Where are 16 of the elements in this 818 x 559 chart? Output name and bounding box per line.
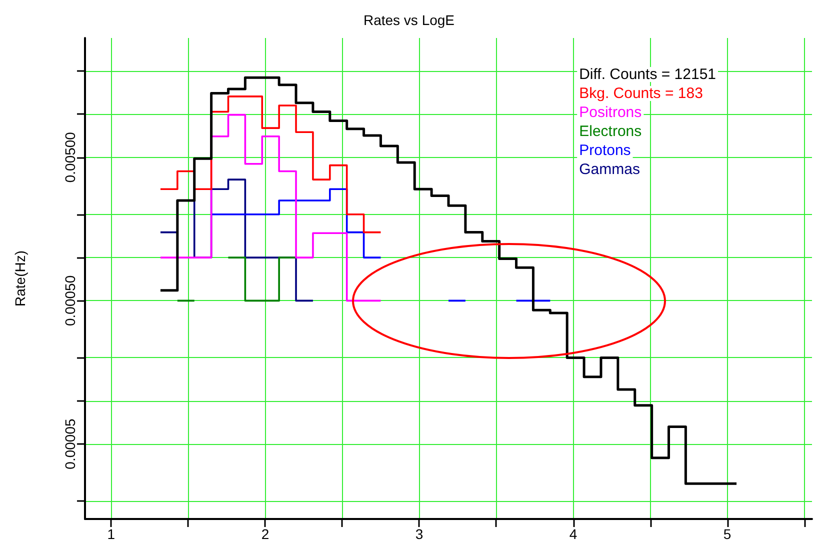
x-tick-label: 1 xyxy=(107,526,116,542)
text: Electrons xyxy=(579,123,642,140)
text: Protons xyxy=(579,142,631,159)
x-tick-label: 5 xyxy=(723,526,732,542)
x-tick-label: 4 xyxy=(569,526,578,542)
text: Diff. Counts = 12151 xyxy=(579,66,716,83)
y-axis-title: Rate(Hz) xyxy=(12,250,28,307)
y-tick-label: 0.00050 xyxy=(62,275,78,326)
x-tick-label: 3 xyxy=(415,526,424,542)
text: Gammas xyxy=(579,161,640,178)
text: Bkg. Counts = 183 xyxy=(579,85,703,102)
y-tick-label: 0.00005 xyxy=(62,418,78,470)
y-tick-label: 0.00500 xyxy=(62,132,78,183)
x-tick-label: 2 xyxy=(261,526,270,542)
chart-title: Rates vs LogE xyxy=(363,12,455,28)
text: Positrons xyxy=(579,104,642,121)
